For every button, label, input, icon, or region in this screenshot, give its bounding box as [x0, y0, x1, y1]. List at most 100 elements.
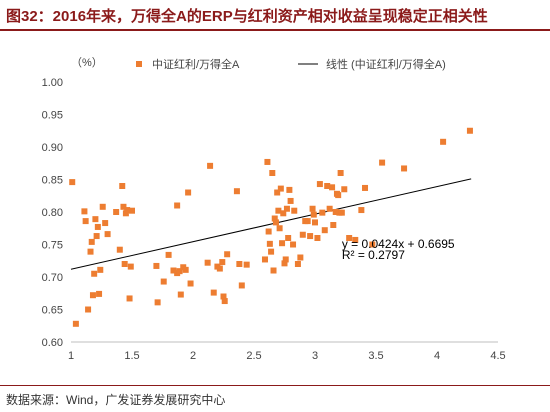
- data-point: [316, 181, 323, 188]
- y-axis-unit-label: （%）: [71, 56, 103, 69]
- x-tick-label: 4.5: [490, 350, 505, 362]
- data-point: [312, 219, 318, 226]
- data-point: [330, 222, 337, 228]
- data-point: [269, 170, 276, 176]
- data-point: [92, 216, 99, 223]
- data-point: [401, 165, 408, 172]
- data-point: [243, 261, 250, 268]
- source-divider: [0, 385, 550, 386]
- data-point: [266, 240, 273, 247]
- data-point: [276, 225, 283, 232]
- figure-header: 图32：2016年来，万得全A的ERP与红利资产相对收益呈现稳定正相关性: [0, 0, 550, 31]
- data-point: [379, 159, 386, 166]
- y-tick-label: 0.80: [42, 207, 63, 219]
- data-point: [297, 254, 304, 261]
- data-point: [338, 209, 345, 216]
- x-tick-label: 4: [434, 350, 440, 362]
- data-point: [113, 209, 120, 215]
- data-point: [154, 299, 161, 306]
- y-tick-label: 0.75: [42, 240, 63, 252]
- data-point: [310, 211, 317, 218]
- data-point: [272, 219, 279, 226]
- data-point: [287, 197, 294, 204]
- data-point: [210, 289, 217, 296]
- data-point: [440, 138, 447, 145]
- data-point: [102, 220, 109, 227]
- data-point: [329, 184, 336, 191]
- title-divider: [0, 29, 550, 31]
- data-point: [88, 238, 95, 245]
- data-point: [314, 235, 321, 241]
- legend-label-trendline: 线性 (中证红利/万得全A): [326, 57, 446, 71]
- data-point: [283, 205, 290, 212]
- data-point: [124, 207, 131, 214]
- data-point: [177, 291, 184, 298]
- data-point: [99, 203, 106, 210]
- data-point: [309, 205, 316, 212]
- data-point: [358, 207, 365, 214]
- data-point: [282, 256, 289, 263]
- data-points: [69, 127, 473, 327]
- data-point: [121, 261, 128, 267]
- data-point: [290, 241, 297, 248]
- data-point: [224, 251, 231, 258]
- data-point: [176, 268, 183, 275]
- data-point: [216, 265, 223, 272]
- data-point: [337, 170, 344, 176]
- data-point: [160, 278, 167, 285]
- y-tick-label: 0.65: [42, 305, 63, 317]
- data-point: [321, 227, 328, 234]
- data-point: [274, 189, 281, 196]
- data-point: [326, 205, 333, 212]
- data-point: [96, 290, 103, 297]
- data-point: [165, 251, 172, 258]
- data-point: [126, 295, 133, 302]
- legend-label-scatter: 中证红利/万得全A: [152, 57, 240, 71]
- legend: 中证红利/万得全A 线性 (中证红利/万得全A): [136, 57, 446, 71]
- y-tick-label: 0.70: [42, 272, 63, 284]
- data-point: [104, 231, 111, 238]
- data-point: [270, 267, 277, 274]
- data-point: [85, 306, 92, 313]
- data-point: [129, 207, 135, 214]
- x-tick-label: 1: [68, 350, 74, 362]
- data-point: [466, 127, 473, 134]
- data-point: [304, 218, 311, 225]
- data-point: [204, 259, 211, 266]
- data-point: [362, 184, 369, 191]
- data-point: [116, 246, 123, 253]
- data-point: [170, 267, 177, 274]
- data-point: [120, 203, 127, 210]
- y-tick-label: 0.85: [42, 175, 63, 187]
- data-point: [277, 185, 284, 192]
- legend-marker-scatter: [136, 61, 142, 67]
- data-point: [69, 179, 76, 186]
- data-point: [279, 240, 286, 247]
- data-point: [153, 262, 160, 269]
- data-point: [341, 186, 348, 193]
- regression-annotation: R² = 0.2797: [342, 248, 405, 262]
- x-tick-label: 1.5: [124, 350, 139, 362]
- data-point: [299, 231, 306, 238]
- data-point: [271, 215, 278, 222]
- data-point: [185, 189, 192, 196]
- data-point: [89, 292, 96, 299]
- data-point: [219, 259, 226, 266]
- x-tick-label: 2.5: [246, 350, 261, 362]
- data-point: [319, 209, 326, 216]
- data-point: [286, 186, 293, 193]
- data-point: [207, 162, 214, 169]
- data-point: [291, 207, 298, 214]
- data-point: [174, 202, 181, 209]
- y-tick-label: 0.90: [42, 142, 63, 154]
- y-tick-label: 0.95: [42, 110, 63, 122]
- data-point: [81, 208, 88, 215]
- data-point: [127, 263, 134, 270]
- x-tick-label: 3.5: [368, 350, 383, 362]
- data-point: [268, 248, 275, 255]
- data-point: [281, 260, 288, 267]
- scatter-chart: 中证红利/万得全A 线性 (中证红利/万得全A) （%） 0.60 0.65 0.70…: [42, 56, 506, 362]
- data-point: [72, 320, 79, 327]
- data-point: [236, 261, 243, 267]
